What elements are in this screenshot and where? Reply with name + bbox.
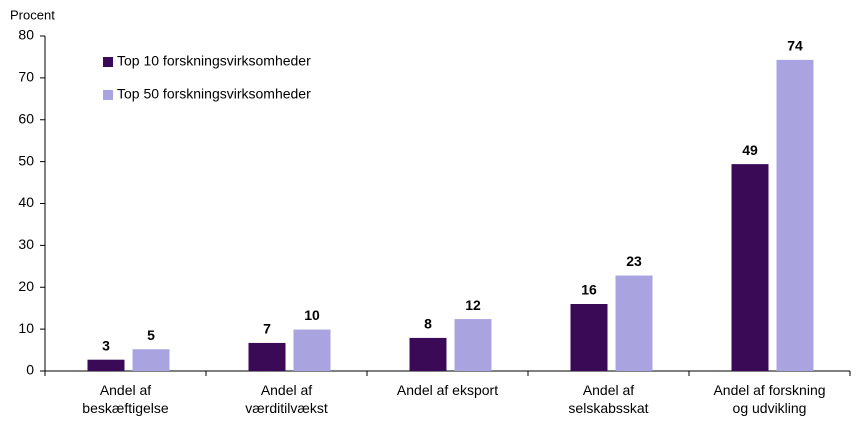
- value-label: 3: [102, 337, 110, 353]
- bar: [570, 304, 608, 371]
- y-tick-label: 40: [18, 194, 34, 210]
- bar: [87, 359, 125, 371]
- x-tick-label: Andel af eksport: [397, 382, 498, 398]
- bar: [776, 59, 814, 372]
- y-tick-label: 10: [18, 320, 34, 336]
- y-tick-label: 20: [18, 278, 34, 294]
- bar: [293, 329, 331, 371]
- value-label: 8: [424, 316, 432, 332]
- value-label: 12: [465, 297, 481, 313]
- bar: [132, 349, 170, 371]
- value-label: 49: [742, 142, 758, 158]
- y-tick-label: 80: [18, 27, 34, 43]
- value-label: 23: [626, 253, 642, 269]
- bar: [454, 319, 492, 371]
- bar: [248, 342, 286, 371]
- value-label: 74: [787, 38, 803, 54]
- value-label: 16: [581, 282, 597, 298]
- y-tick-label: 60: [18, 110, 34, 126]
- legend-label: Top 50 forskningsvirksomheder: [117, 86, 311, 102]
- bar: [615, 275, 653, 371]
- legend-swatch: [103, 90, 113, 100]
- y-tick-label: 70: [18, 69, 34, 85]
- y-tick-label: 30: [18, 236, 34, 252]
- x-tick-label: Andel af forskning og udvikling: [713, 382, 825, 416]
- y-tick-label: 0: [26, 362, 34, 378]
- value-label: 10: [304, 307, 320, 323]
- legend-swatch: [103, 57, 113, 67]
- value-label: 7: [263, 321, 271, 337]
- y-tick-label: 50: [18, 152, 34, 168]
- x-tick-label: Andel af selskabsskat: [568, 382, 648, 416]
- bar: [409, 337, 447, 371]
- value-label: 5: [147, 327, 155, 343]
- x-tick-label: Andel af beskæftigelse: [82, 382, 169, 416]
- legend-label: Top 10 forskningsvirksomheder: [117, 53, 311, 69]
- bar: [731, 164, 769, 371]
- y-axis-label: Procent: [10, 7, 55, 22]
- x-tick-label: Andel af værditilvækst: [245, 382, 328, 416]
